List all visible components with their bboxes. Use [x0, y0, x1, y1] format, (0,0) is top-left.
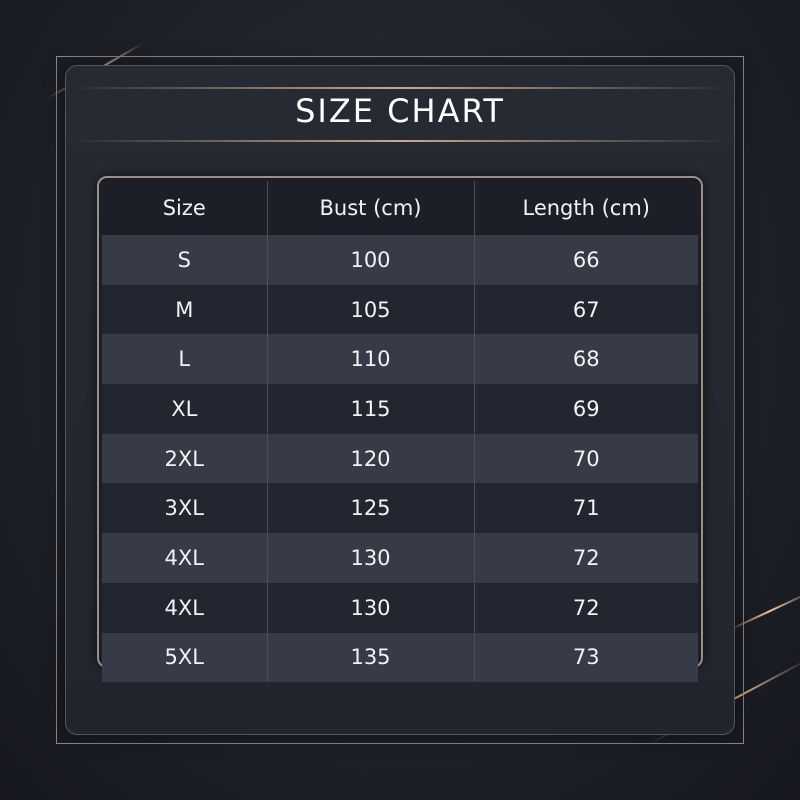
title-bottom-line: [66, 140, 734, 142]
table-row: XL 115 69: [102, 384, 698, 434]
page-title: SIZE CHART: [295, 92, 505, 130]
title-top-line: [66, 87, 734, 89]
table-row: 3XL 125 71: [102, 483, 698, 534]
table-row: L 110 68: [102, 334, 698, 385]
length-cell: 71: [473, 483, 698, 534]
outer-frame: [56, 56, 744, 744]
header-length: Length (cm): [473, 181, 698, 235]
length-cell: 68: [473, 334, 698, 385]
table-row: 5XL 135 73: [102, 632, 698, 683]
bust-cell: 120: [266, 433, 474, 484]
length-cell: 73: [473, 632, 698, 683]
header-bust: Bust (cm): [266, 181, 474, 235]
length-cell: 70: [473, 433, 698, 484]
size-cell: 4XL: [102, 582, 267, 633]
size-cell: XL: [102, 384, 267, 434]
size-cell: 3XL: [102, 483, 267, 534]
length-cell: 72: [473, 582, 698, 633]
size-cell: 2XL: [102, 433, 267, 484]
bust-cell: 135: [266, 632, 474, 683]
table-row: S 100 66: [102, 235, 698, 285]
header-size: Size: [102, 181, 267, 235]
size-cell: L: [102, 334, 267, 385]
bust-cell: 130: [266, 533, 474, 583]
bust-cell: 110: [266, 334, 474, 385]
size-cell: 5XL: [102, 632, 267, 683]
table-header-row: Size Bust (cm) Length (cm): [102, 181, 698, 235]
size-cell: 4XL: [102, 533, 267, 583]
table-row: M 105 67: [102, 284, 698, 335]
length-cell: 66: [473, 235, 698, 285]
length-cell: 72: [473, 533, 698, 583]
table-row: 4XL 130 72: [102, 582, 698, 633]
bust-cell: 105: [266, 284, 474, 335]
bust-cell: 115: [266, 384, 474, 434]
size-table: Size Bust (cm) Length (cm) S 100 66 M 105 67 L…: [102, 181, 698, 683]
bust-cell: 100: [266, 235, 474, 285]
bust-cell: 130: [266, 582, 474, 633]
size-table-frame: Size Bust (cm) Length (cm) S 100 66 M 105 67 L…: [97, 176, 703, 683]
table-row: 4XL 130 72: [102, 533, 698, 583]
table-row: 2XL 120 70: [102, 433, 698, 484]
size-cell: M: [102, 284, 267, 335]
bust-cell: 125: [266, 483, 474, 534]
size-cell: S: [102, 235, 267, 285]
length-cell: 69: [473, 384, 698, 434]
length-cell: 67: [473, 284, 698, 335]
